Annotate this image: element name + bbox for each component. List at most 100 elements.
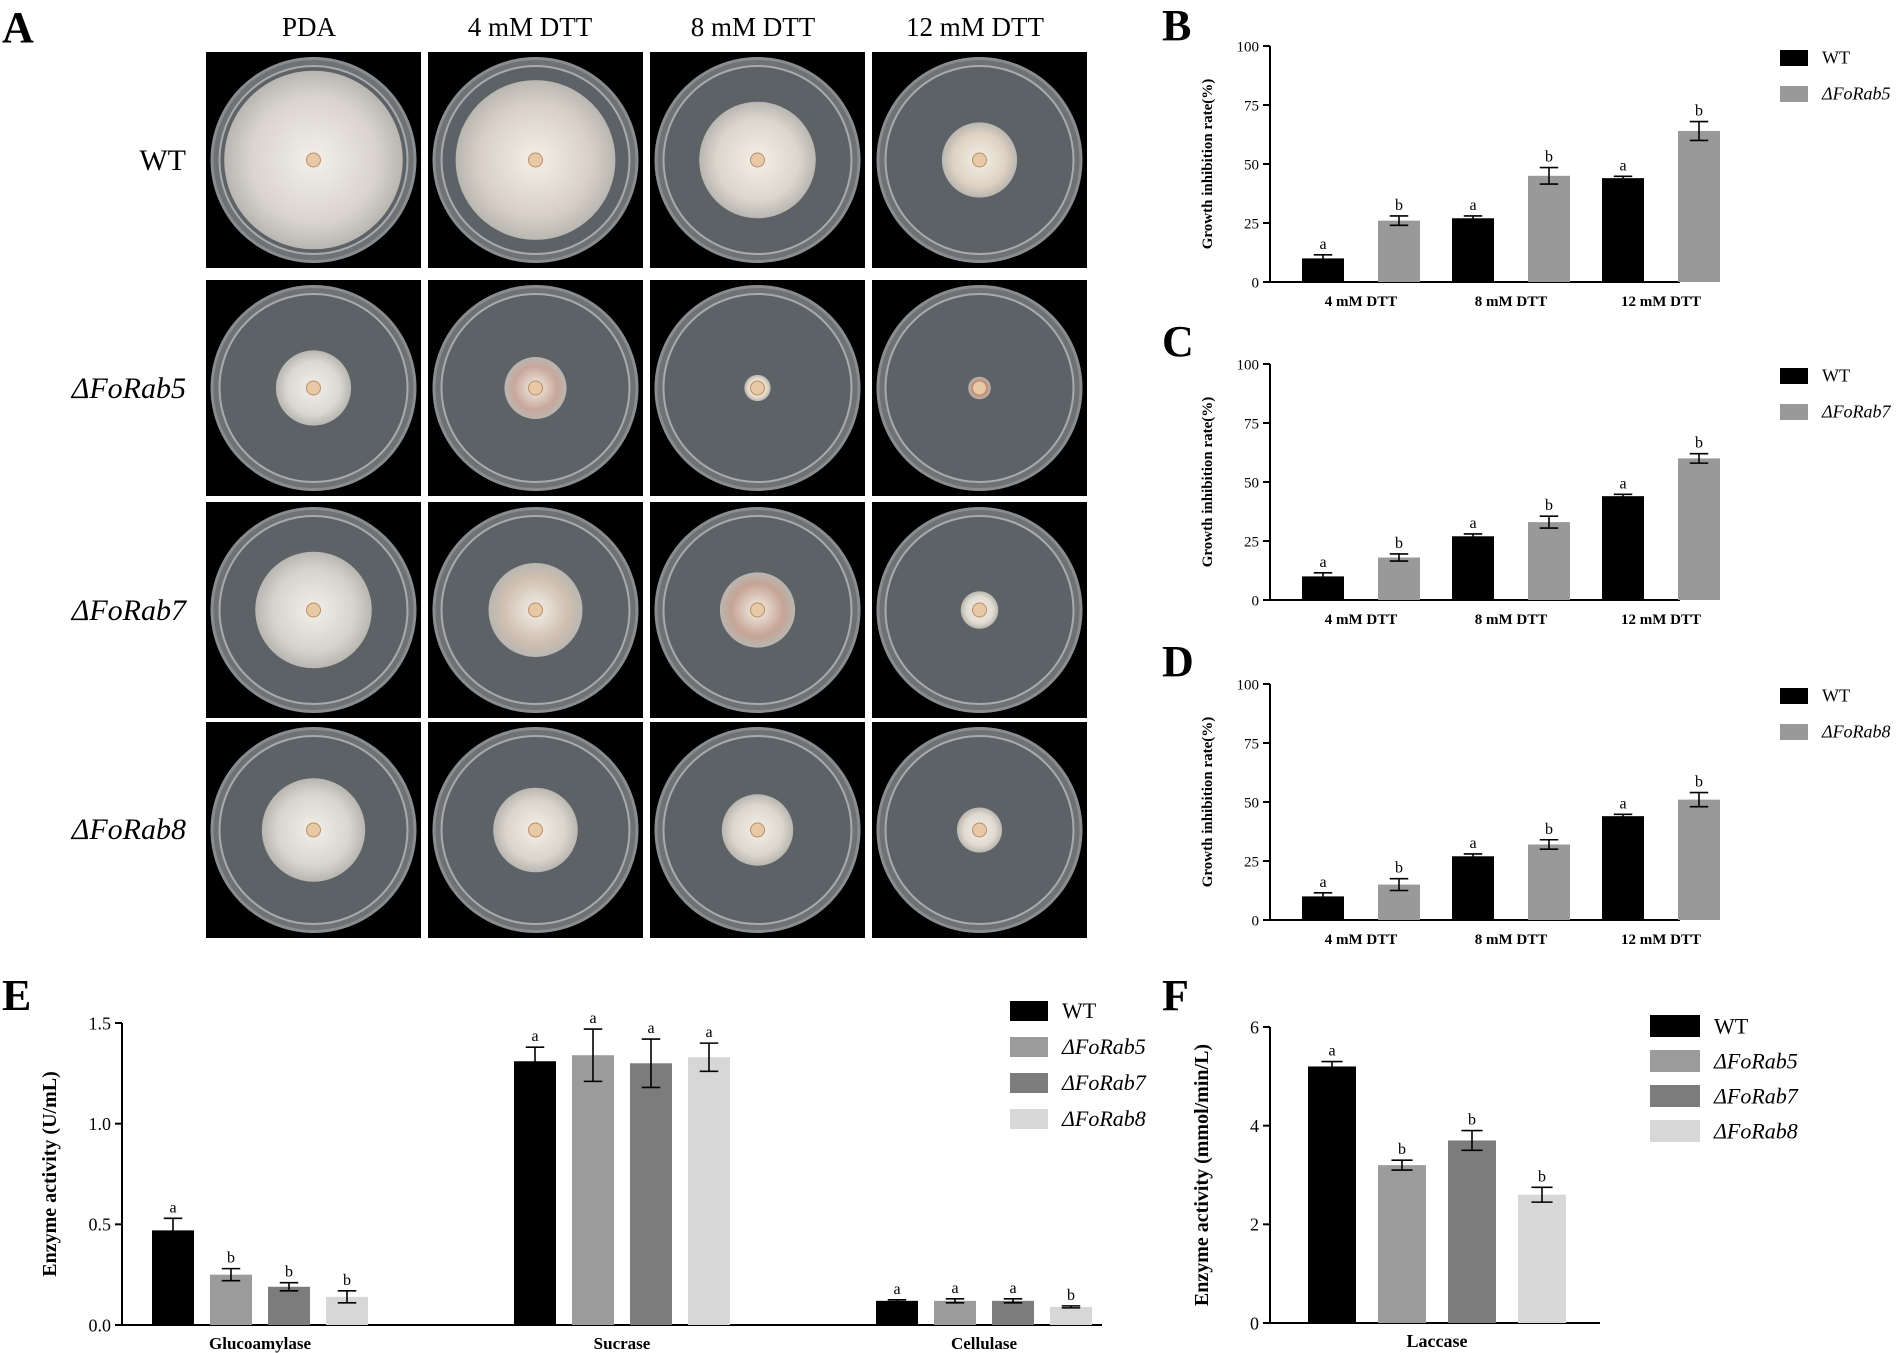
significance-letter: a: [951, 1280, 958, 1297]
x-category-label: Laccase: [1407, 1331, 1468, 1351]
chart-e-enzyme-activity: 0.0 0.5 1.0 1.5 Enzyme activity (U/mL) a b b b Gl…: [39, 998, 1147, 1353]
legend: WT ΔFoRab8: [1780, 686, 1891, 742]
bar: [1602, 816, 1644, 920]
bar: [1302, 576, 1344, 600]
bar: [934, 1300, 976, 1325]
bar: [514, 1061, 556, 1325]
bar: [1678, 458, 1720, 600]
bar: [992, 1300, 1034, 1325]
panel-label-a: A: [2, 3, 34, 52]
legend-label: ΔFoRab5: [1821, 84, 1891, 104]
y-tick-label: 0: [1252, 913, 1260, 929]
legend-swatch: [1010, 1001, 1048, 1021]
bar: [210, 1274, 252, 1325]
y-tick-label: 50: [1244, 157, 1259, 173]
petri-plate-photo: [650, 280, 865, 496]
legend: WT ΔFoRab5: [1780, 48, 1891, 104]
legend-swatch: [1010, 1037, 1048, 1057]
y-tick-label: 0: [1252, 275, 1260, 291]
y-tick-label: 100: [1237, 357, 1260, 373]
petri-plate-photo: [650, 502, 865, 718]
legend-swatch: [1780, 688, 1808, 704]
bar: [688, 1057, 730, 1325]
bar: [1452, 856, 1494, 920]
significance-letter: b: [1398, 1141, 1406, 1158]
bar: [1528, 175, 1570, 282]
y-tick-label: 25: [1244, 854, 1259, 870]
legend-label: ΔFoRab5: [1061, 1034, 1146, 1059]
x-category-label: 12 mM DTT: [1621, 932, 1701, 948]
column-heading-8mm: 8 mM DTT: [690, 12, 816, 42]
significance-letter: a: [1619, 475, 1626, 492]
bar: [1678, 799, 1720, 920]
x-category-label: 12 mM DTT: [1621, 612, 1701, 628]
significance-letter: b: [343, 1272, 351, 1289]
bar: [1308, 1066, 1356, 1323]
bar: [1528, 522, 1570, 600]
petri-plate-photo: [428, 52, 643, 268]
significance-letter: a: [705, 1024, 712, 1041]
significance-letter: a: [1469, 835, 1476, 852]
chart-c-growth-inhibition-forab7: 0 25 50 75 100 Growth inhibition rate(%) a b 4 m…: [1200, 357, 1892, 628]
legend-swatch: [1650, 1050, 1700, 1072]
significance-letter: b: [1695, 435, 1703, 452]
petri-plate-photo: [206, 722, 421, 938]
legend-swatch: [1650, 1085, 1700, 1107]
significance-letter: b: [1067, 1287, 1075, 1304]
legend-label: ΔFoRab8: [1713, 1119, 1798, 1144]
y-tick-label: 1.5: [89, 1013, 112, 1033]
legend-label: WT: [1822, 686, 1850, 706]
bar: [1452, 218, 1494, 282]
legend-swatch: [1650, 1120, 1700, 1142]
y-tick-label: 0.0: [89, 1315, 112, 1335]
y-axis-label: Growth inhibition rate(%): [1200, 79, 1216, 250]
petri-plate-photo: [650, 722, 865, 938]
row-heading-forab8: ΔFoRab8: [71, 813, 186, 846]
y-tick-label: 100: [1237, 39, 1260, 55]
panel-label-b: B: [1162, 1, 1192, 50]
significance-letter: b: [1545, 149, 1553, 166]
petri-plate-photo: [428, 722, 643, 938]
y-tick-label: 75: [1244, 736, 1259, 752]
y-tick-label: 2: [1250, 1215, 1259, 1235]
bar: [152, 1230, 194, 1325]
significance-letter: b: [1695, 103, 1703, 120]
panel-label-d: D: [1162, 637, 1194, 686]
x-category-label: 8 mM DTT: [1475, 294, 1548, 310]
legend-label: ΔFoRab5: [1713, 1049, 1798, 1074]
legend-swatch: [1650, 1015, 1700, 1037]
bar: [1528, 844, 1570, 920]
y-axis-label: Enzyme activity (U/mL): [39, 1071, 61, 1277]
chart-d-growth-inhibition-forab8: 0 25 50 75 100 Growth inhibition rate(%) a b 4 m…: [1200, 677, 1891, 948]
legend: WT ΔFoRab5 ΔFoRab7 ΔFoRab8: [1650, 1014, 1799, 1144]
row-heading-forab5: ΔFoRab5: [71, 372, 186, 405]
significance-letter: a: [647, 1020, 654, 1037]
bar: [572, 1055, 614, 1325]
legend-swatch: [1780, 724, 1808, 740]
significance-letter: b: [1538, 1168, 1546, 1185]
legend-label: WT: [1714, 1014, 1749, 1039]
bar: [1452, 536, 1494, 600]
significance-letter: b: [1395, 860, 1403, 877]
x-category-label: 12 mM DTT: [1621, 294, 1701, 310]
bar: [1602, 178, 1644, 282]
petri-plate-photo: [206, 52, 421, 268]
x-category-label: 4 mM DTT: [1325, 932, 1398, 948]
y-axis-label: Growth inhibition rate(%): [1200, 397, 1216, 568]
legend-label: ΔFoRab8: [1061, 1106, 1146, 1131]
legend: WT ΔFoRab7: [1780, 366, 1892, 422]
legend: WT ΔFoRab5 ΔFoRab7 ΔFoRab8: [1010, 998, 1147, 1131]
significance-letter: b: [1395, 535, 1403, 552]
y-tick-label: 25: [1244, 534, 1259, 550]
legend-label: WT: [1822, 366, 1850, 386]
y-tick-label: 1.0: [89, 1114, 112, 1134]
significance-letter: a: [589, 1010, 596, 1027]
petri-plate-photo: [650, 52, 865, 268]
row-heading-wt: WT: [139, 144, 186, 177]
y-tick-label: 4: [1250, 1116, 1259, 1136]
legend-swatch: [1780, 86, 1808, 102]
y-tick-label: 75: [1244, 416, 1259, 432]
panel-label-f: F: [1162, 971, 1189, 1020]
significance-letter: b: [1545, 497, 1553, 514]
x-category-label: 4 mM DTT: [1325, 294, 1398, 310]
